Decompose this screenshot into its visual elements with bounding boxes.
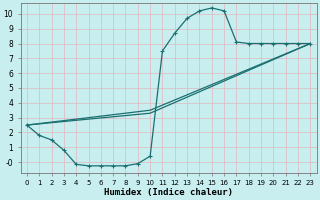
X-axis label: Humidex (Indice chaleur): Humidex (Indice chaleur) [104,188,233,197]
